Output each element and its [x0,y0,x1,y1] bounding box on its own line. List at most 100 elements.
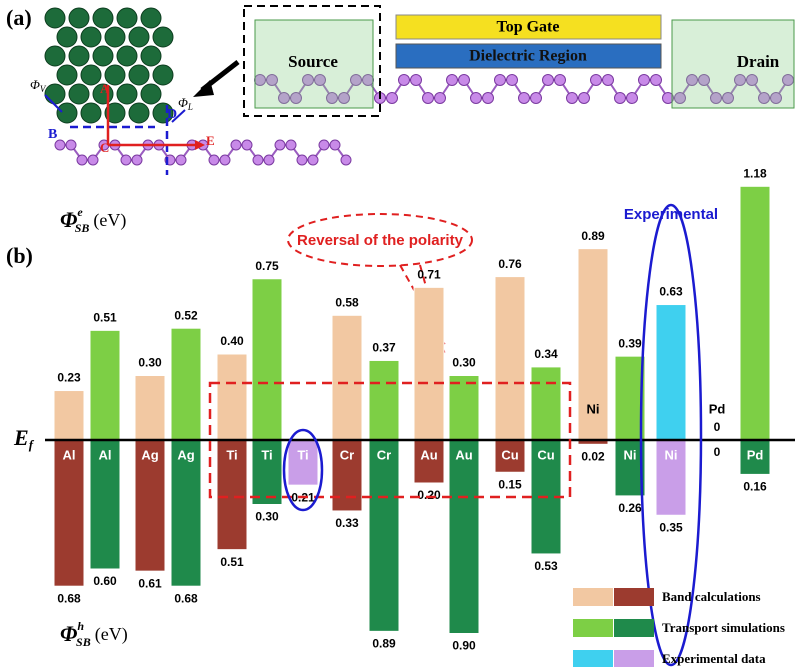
value-label: 0.89 [372,637,396,651]
value-label: 0.30 [452,356,476,370]
atom [65,139,77,151]
atom [458,74,470,86]
atom [263,154,275,166]
atom [80,26,102,48]
atom [746,74,758,86]
metal-atoms [44,7,174,124]
sup: h [77,619,84,633]
value-label: 0.40 [220,334,244,348]
bar-hole [53,439,85,587]
fermi-label: Ef [13,425,35,452]
atom [770,92,782,104]
atom [434,92,446,104]
value-label: 0.68 [174,591,198,605]
ef: E [13,425,29,450]
atom [698,74,710,86]
legend: Band calculations Transport simulations Ex… [573,588,785,667]
atom [140,45,162,67]
atom [44,45,66,67]
value-label: 0.34 [534,347,558,361]
atom [44,83,66,105]
metal-label: Cu [537,447,554,462]
value-label: 0.63 [659,285,683,299]
phi-sub: L [187,102,193,112]
metal-label: Ag [177,447,194,462]
bar-hole [216,439,248,551]
phi-sub: V [40,84,47,94]
highlight-box [208,381,572,499]
bar-hole [413,439,445,484]
atom [140,7,162,29]
atom [302,74,314,86]
bar-hole [134,439,166,572]
bar-electron [413,286,445,441]
bar-electron [89,329,121,441]
metal-label: Cr [377,447,391,462]
atom [686,74,698,86]
bar-hole [448,439,480,634]
metal-label: Ag [141,447,158,462]
atom [230,139,242,151]
atom [44,7,66,29]
value-label: 0.26 [618,501,642,515]
y-axis-label: Φh SB (eV) [60,619,128,649]
legend-swatch [573,650,613,667]
value-label: 0.20 [417,488,441,502]
legend-swatch [573,588,613,606]
value-label: 0.30 [138,356,162,370]
metal-label: Ni [665,447,678,462]
metal-label: Ni [587,401,600,416]
atom [128,64,150,86]
bar-electron [655,304,687,441]
bar-hole [251,439,283,505]
atom [285,139,297,151]
bar-electron [216,353,248,441]
value-label: 0.60 [93,574,117,588]
atom [494,74,506,86]
value-label: 0.33 [335,516,359,530]
value-label: 0.39 [618,336,642,350]
value-label: 0.16 [743,480,767,494]
value-label: 0.02 [581,449,605,463]
source-cube [254,19,374,109]
atom [662,92,674,104]
atom [68,45,90,67]
atom [104,64,126,86]
value-label: 0 [714,420,721,434]
legend-label: Band calculations [662,589,761,604]
legend-swatch [614,588,654,606]
ef-sub: f [29,437,35,452]
atom [554,74,566,86]
annotation: Reversal of the polarity [297,232,464,249]
atom [56,26,78,48]
atom [278,92,290,104]
atom [614,92,626,104]
metal-label: Ni [624,447,637,462]
atom [175,154,187,166]
atom [296,154,308,166]
atom-label: B [48,127,57,142]
atom [116,83,138,105]
atom [120,154,132,166]
bar-electron [331,314,363,441]
atom-label: C [100,140,109,155]
metal-label: Cu [501,447,518,462]
atom [68,83,90,105]
sup: e [77,205,83,219]
value-label: 0 [714,445,721,459]
atom [80,102,102,124]
atom [530,92,542,104]
atom [116,7,138,29]
value-label: 0.15 [498,477,522,491]
bar-electron [494,276,526,441]
unit: (eV) [93,210,126,231]
value-label: 0.37 [372,341,396,355]
atom [650,74,662,86]
gate-label: Top Gate [497,19,560,36]
atom [54,139,66,151]
atom [56,102,78,124]
atom [482,92,494,104]
panel-a [44,5,795,175]
atom [722,92,734,104]
value-label: 1.18 [743,166,767,180]
